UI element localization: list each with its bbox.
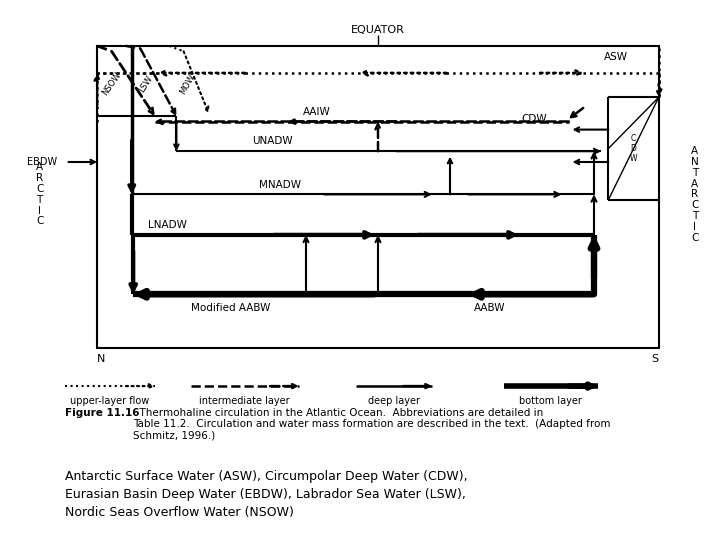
- Text: upper-layer flow: upper-layer flow: [70, 396, 150, 406]
- Text: MNADW: MNADW: [259, 180, 301, 190]
- Text: A
R
C
T
I
C: A R C T I C: [36, 163, 43, 226]
- Text: CDW: CDW: [521, 114, 547, 124]
- Text: Modified AABW: Modified AABW: [191, 303, 270, 313]
- Text: C
D
W: C D W: [630, 133, 637, 164]
- Text: Thermohaline circulation in the Atlantic Ocean.  Abbreviations are detailed in
T: Thermohaline circulation in the Atlantic…: [133, 408, 611, 441]
- Text: UNADW: UNADW: [252, 137, 292, 146]
- Text: NSOW: NSOW: [100, 70, 123, 97]
- Text: intermediate layer: intermediate layer: [199, 396, 290, 406]
- Text: EQUATOR: EQUATOR: [351, 25, 405, 35]
- Text: AABW: AABW: [474, 303, 505, 313]
- Text: LSW: LSW: [138, 73, 155, 94]
- Text: N: N: [97, 354, 106, 364]
- Text: Figure 11.16: Figure 11.16: [65, 408, 139, 418]
- Text: deep layer: deep layer: [368, 396, 420, 406]
- Text: bottom layer: bottom layer: [519, 396, 582, 406]
- Text: Antarctic Surface Water (ASW), Circumpolar Deep Water (CDW),
Eurasian Basin Deep: Antarctic Surface Water (ASW), Circumpol…: [65, 470, 467, 519]
- Text: MOW: MOW: [178, 72, 197, 96]
- Text: S: S: [652, 354, 659, 364]
- Text: ASW: ASW: [603, 52, 628, 62]
- Text: AAIW: AAIW: [303, 107, 330, 117]
- Bar: [97, 46, 659, 348]
- Text: A
N
T
A
R
C
T
I
C: A N T A R C T I C: [691, 146, 698, 242]
- Text: EBDW: EBDW: [27, 157, 58, 167]
- Text: LNADW: LNADW: [148, 220, 186, 230]
